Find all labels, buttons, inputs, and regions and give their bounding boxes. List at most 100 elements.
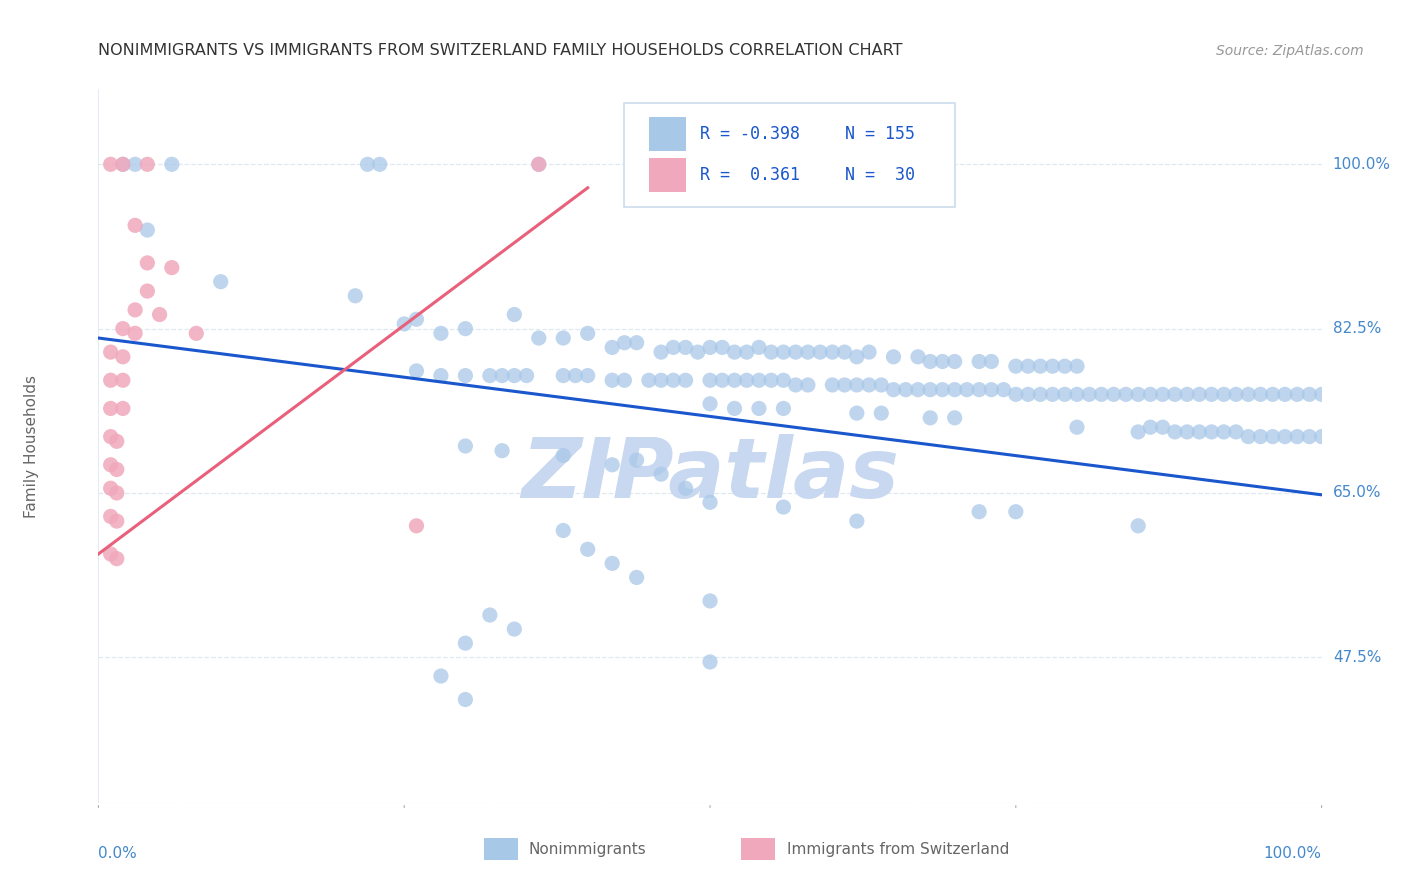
Point — [478, 368, 501, 383]
Point — [1225, 425, 1247, 439]
Point — [699, 655, 721, 669]
Point — [699, 594, 721, 608]
Point — [600, 373, 623, 387]
Point — [1310, 387, 1333, 401]
Point — [870, 406, 893, 420]
Point — [650, 373, 672, 387]
Point — [553, 449, 575, 463]
Point — [967, 354, 990, 368]
Text: Source: ZipAtlas.com: Source: ZipAtlas.com — [1216, 44, 1364, 58]
FancyBboxPatch shape — [624, 103, 955, 207]
Point — [111, 350, 134, 364]
Point — [1286, 429, 1309, 443]
Point — [405, 364, 427, 378]
Point — [454, 439, 477, 453]
Point — [650, 345, 672, 359]
Point — [111, 373, 134, 387]
Point — [675, 373, 697, 387]
Point — [686, 345, 709, 359]
Point — [1237, 429, 1260, 443]
Point — [1029, 387, 1052, 401]
Point — [1102, 387, 1125, 401]
Point — [491, 443, 513, 458]
Point — [931, 354, 953, 368]
FancyBboxPatch shape — [648, 158, 686, 192]
Point — [1188, 387, 1211, 401]
Point — [1261, 387, 1284, 401]
Point — [136, 223, 159, 237]
Point — [735, 373, 758, 387]
Point — [1004, 359, 1026, 374]
Point — [943, 354, 966, 368]
Point — [699, 397, 721, 411]
Point — [124, 219, 146, 233]
Text: NONIMMIGRANTS VS IMMIGRANTS FROM SWITZERLAND FAMILY HOUSEHOLDS CORRELATION CHART: NONIMMIGRANTS VS IMMIGRANTS FROM SWITZER… — [98, 43, 903, 58]
Point — [1175, 425, 1198, 439]
Point — [1212, 387, 1234, 401]
Point — [100, 458, 122, 472]
Point — [967, 505, 990, 519]
Point — [1078, 387, 1101, 401]
Point — [980, 383, 1002, 397]
Point — [845, 514, 868, 528]
Point — [105, 486, 128, 500]
Point — [894, 383, 917, 397]
Point — [111, 401, 134, 416]
Point — [1004, 387, 1026, 401]
Point — [105, 434, 128, 449]
Point — [553, 331, 575, 345]
Point — [858, 345, 880, 359]
Point — [907, 383, 929, 397]
Point — [100, 509, 122, 524]
Text: R =  0.361: R = 0.361 — [700, 166, 800, 184]
Point — [111, 157, 134, 171]
Point — [136, 157, 159, 171]
Text: Immigrants from Switzerland: Immigrants from Switzerland — [787, 842, 1010, 856]
Point — [100, 373, 122, 387]
Text: R = -0.398: R = -0.398 — [700, 125, 800, 143]
Point — [503, 308, 526, 322]
Text: 0.0%: 0.0% — [98, 846, 138, 861]
Point — [821, 378, 844, 392]
Point — [100, 481, 122, 495]
Point — [723, 373, 745, 387]
Point — [576, 368, 599, 383]
Point — [1164, 387, 1187, 401]
Point — [821, 345, 844, 359]
Point — [209, 275, 232, 289]
Point — [626, 453, 648, 467]
Point — [845, 378, 868, 392]
Point — [1237, 387, 1260, 401]
Point — [1128, 387, 1150, 401]
Point — [1042, 387, 1064, 401]
Point — [430, 368, 453, 383]
Text: 47.5%: 47.5% — [1333, 649, 1381, 665]
Point — [105, 462, 128, 476]
Point — [136, 256, 159, 270]
Point — [576, 542, 599, 557]
Point — [907, 350, 929, 364]
Point — [675, 481, 697, 495]
Point — [527, 331, 550, 345]
Point — [748, 401, 770, 416]
Point — [699, 373, 721, 387]
Point — [956, 383, 979, 397]
Point — [1090, 387, 1112, 401]
Point — [600, 458, 623, 472]
Point — [1066, 420, 1088, 434]
Point — [527, 157, 550, 171]
Point — [1066, 387, 1088, 401]
Point — [1053, 387, 1076, 401]
Point — [1053, 359, 1076, 374]
Point — [870, 378, 893, 392]
Point — [405, 518, 427, 533]
Point — [186, 326, 208, 341]
Point — [1017, 387, 1039, 401]
Point — [124, 157, 146, 171]
Point — [626, 570, 648, 584]
Point — [699, 340, 721, 354]
Point — [553, 368, 575, 383]
Point — [515, 368, 537, 383]
Point — [980, 354, 1002, 368]
Point — [1212, 425, 1234, 439]
